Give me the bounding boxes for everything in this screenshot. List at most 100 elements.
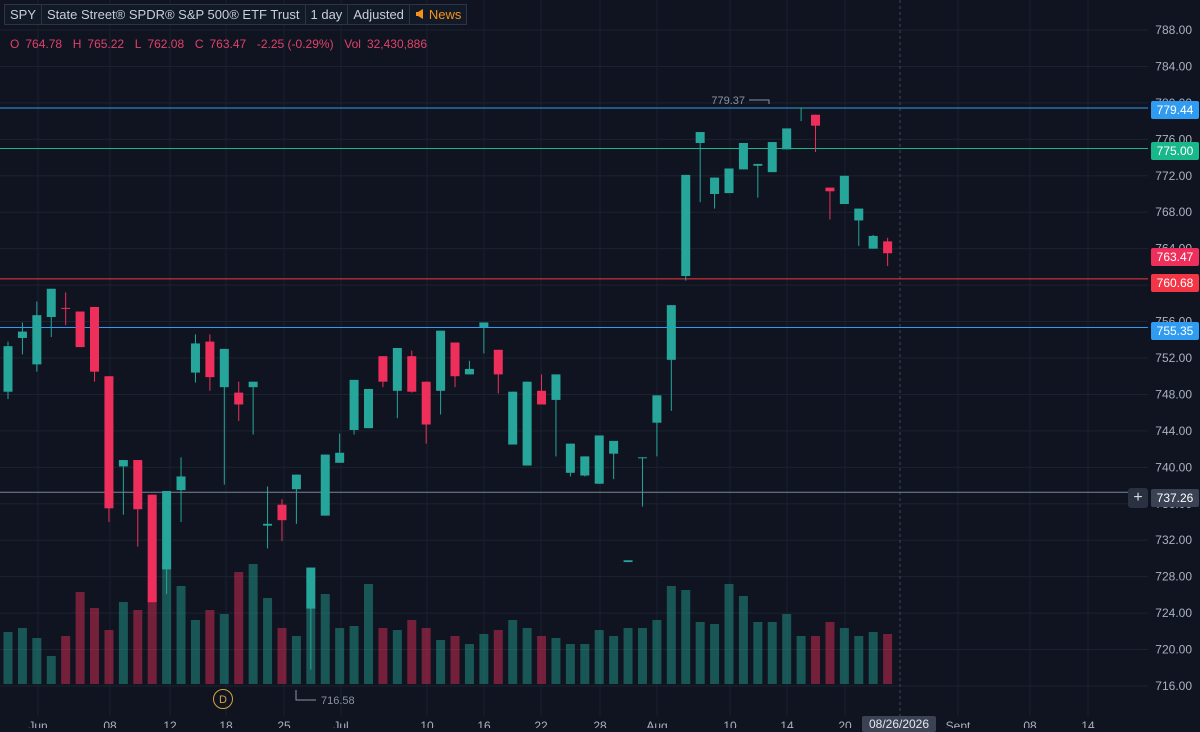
change-value: -2.25 (-0.29%): [256, 37, 334, 51]
y-tick-label: 772.00: [1155, 169, 1192, 183]
adjusted-button[interactable]: Adjusted: [347, 4, 410, 25]
candle-body: [392, 347, 402, 391]
x-tick-label: 14: [780, 719, 794, 728]
volume-bar: [868, 632, 878, 684]
candle-body: [508, 391, 518, 445]
volume-bar: [364, 584, 373, 684]
candle-body: [320, 454, 330, 516]
candle-body: [522, 381, 532, 466]
add-plus-icon[interactable]: +: [1128, 488, 1148, 508]
volume-bar: [695, 622, 705, 684]
y-tick-label: 748.00: [1155, 387, 1192, 401]
candle-body: [565, 443, 575, 473]
candle-body: [219, 348, 229, 388]
volume-bar: [493, 630, 503, 684]
candle-body: [464, 368, 474, 375]
candle-body: [637, 457, 647, 459]
candle-body: [46, 288, 56, 317]
candle-body: [811, 114, 821, 126]
symbol-name[interactable]: State Street® SPDR® S&P 500® ETF Trust: [41, 4, 306, 25]
x-tick-label: Sept: [946, 719, 971, 728]
symbol-header: SPY State Street® SPDR® S&P 500® ETF Tru…: [4, 4, 468, 25]
volume-bar: [421, 628, 431, 684]
x-tick-label: Jul: [333, 719, 348, 728]
x-tick-label: 14: [1081, 719, 1095, 728]
candle-body: [551, 374, 561, 400]
candle-body: [291, 474, 301, 490]
price-tag-crosshair: 737.26: [1151, 489, 1199, 507]
volume-bar: [61, 636, 71, 684]
high-value: 765.22: [87, 37, 125, 51]
candle-body: [3, 346, 13, 392]
candle-body: [666, 305, 676, 360]
candle-body: [623, 560, 633, 563]
volume-bar: [767, 622, 777, 684]
candle-body: [854, 208, 864, 221]
news-button[interactable]: News: [408, 4, 468, 25]
x-tick-label: 25: [277, 719, 291, 728]
x-tick-label: 22: [534, 719, 548, 728]
candle-body: [133, 460, 143, 510]
candle-body: [17, 331, 27, 338]
low-value: 762.08: [147, 37, 185, 51]
low-annotation: 716.58: [321, 695, 355, 707]
y-tick-label: 720.00: [1155, 643, 1192, 657]
chart-grid: [0, 0, 1148, 716]
candle-body: [868, 235, 878, 249]
candle-body: [493, 349, 503, 375]
volume-bar: [565, 644, 575, 684]
candle-body: [796, 107, 806, 109]
candle-body: [378, 356, 388, 382]
candle-body: [349, 379, 359, 430]
volume-bar: [609, 636, 619, 684]
open-label: O: [10, 37, 20, 51]
volume-bar: [753, 622, 763, 684]
x-tick-label: 10: [420, 719, 434, 728]
candle-body: [90, 306, 100, 372]
candle-body: [407, 356, 417, 392]
volume-bar: [710, 624, 720, 684]
price-tag-last: 763.47: [1151, 248, 1199, 266]
megaphone-icon: [415, 5, 426, 24]
volume-bars: [3, 564, 893, 684]
volume-bar: [522, 628, 532, 684]
volume-bar: [537, 636, 547, 684]
open-value: 764.78: [25, 37, 63, 51]
volume-bar: [320, 594, 330, 684]
volume-bar: [219, 614, 229, 684]
candle-body: [176, 476, 186, 491]
candle-body: [839, 175, 849, 205]
candle-body: [364, 388, 373, 429]
volume-bar: [349, 626, 359, 684]
x-tick-label: 12: [163, 719, 177, 728]
x-tick-label: 18: [219, 719, 233, 728]
volume-bar: [623, 628, 633, 684]
candle-body: [75, 311, 85, 348]
volume-bar: [594, 630, 604, 684]
candle-body: [609, 440, 619, 454]
volume-bar: [234, 572, 244, 684]
price-tag-760: 760.68: [1151, 274, 1199, 292]
time-axis: Jun 08 12 18 25 Jul 10 16 22 28 Aug 10 14 20 Sept 08 14: [28, 719, 1095, 728]
x-tick-label: Jun: [28, 719, 47, 728]
x-tick-label: 08: [1023, 719, 1037, 728]
y-tick-label: 784.00: [1155, 59, 1192, 73]
candle-body: [724, 168, 734, 194]
candle-body: [753, 163, 763, 166]
volume-bar: [90, 608, 100, 684]
volume-bar: [508, 620, 518, 684]
candle-body: [306, 567, 316, 609]
candle-body: [147, 494, 157, 603]
symbol-button[interactable]: SPY: [4, 4, 43, 25]
y-tick-label: 744.00: [1155, 424, 1192, 438]
candle-body: [738, 142, 748, 170]
dividend-marker[interactable]: D: [213, 689, 233, 709]
candle-body: [782, 128, 792, 150]
candle-body: [594, 435, 604, 484]
volume-bar: [580, 644, 590, 684]
interval-button[interactable]: 1 day: [304, 4, 349, 25]
volume-bar: [162, 564, 172, 684]
candle-body: [825, 187, 835, 192]
x-tick-label: 20: [838, 719, 852, 728]
